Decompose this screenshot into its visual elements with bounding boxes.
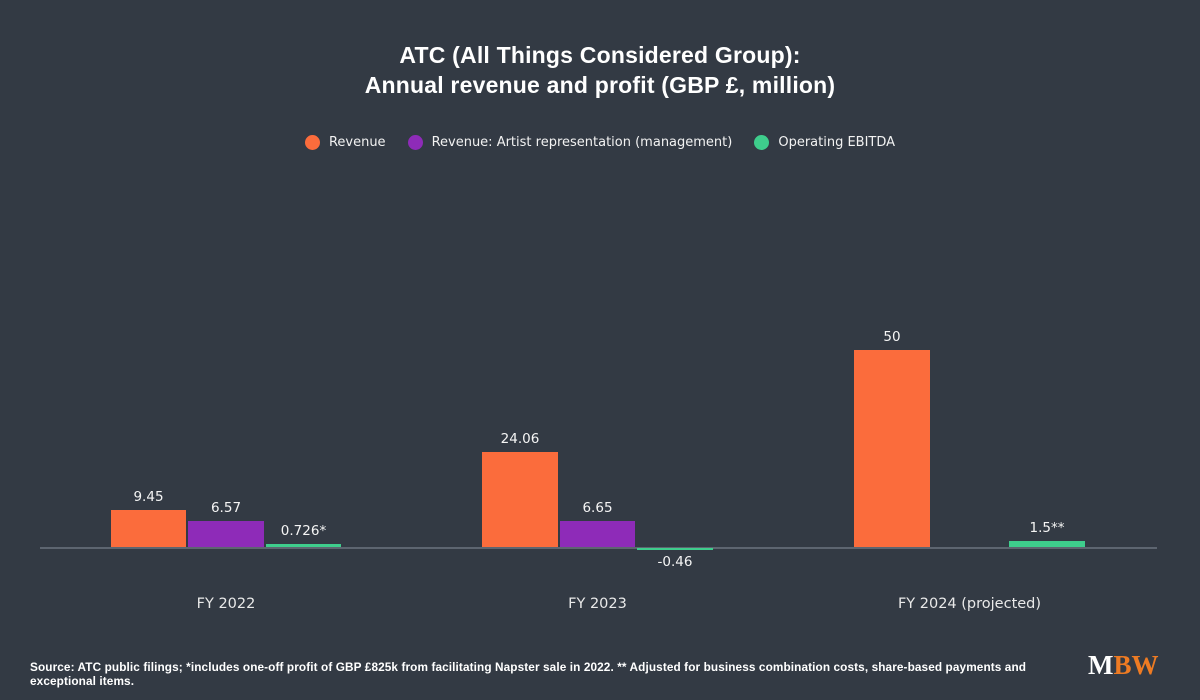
chart-title: ATC (All Things Considered Group): Annua… — [0, 40, 1200, 100]
bar-fy-2023-series-2 — [637, 548, 713, 550]
operating-ebitda-dot-icon — [754, 135, 770, 150]
bar-value-label: 6.65 — [582, 499, 613, 516]
legend-item-artist-representation: Revenue: Artist representation (manageme… — [407, 135, 733, 150]
bar-fy-2022-series-0 — [110, 509, 187, 547]
bar-value-label: 1.5** — [1029, 520, 1065, 537]
bar-fy-2024-projected--series-0 — [854, 350, 930, 547]
legend-item-operating-ebitda: Operating EBITDA — [754, 135, 895, 150]
bar-value-label: 9.45 — [133, 488, 164, 505]
bar-value-label: 50 — [883, 329, 901, 345]
mbw-logo-m: M — [1088, 650, 1114, 680]
x-axis-line — [40, 547, 1157, 549]
bar-fy-2023-series-1 — [559, 520, 636, 547]
legend-label-revenue: Revenue — [328, 135, 386, 150]
mbw-logo-bw: BW — [1113, 650, 1159, 680]
mbw-logo: MBW — [1088, 651, 1159, 679]
x-axis-category-label: FY 2022 — [196, 596, 256, 612]
legend: Revenue Revenue: Artist representation (… — [0, 135, 1200, 150]
artist-representation-dot-icon — [407, 135, 423, 150]
bar-fy-2024-projected--series-2 — [1009, 541, 1085, 547]
bar-value-label: 24.06 — [500, 431, 540, 448]
chart-title-line1: ATC (All Things Considered Group): — [399, 42, 801, 68]
chart-title-line2: Annual revenue and profit (GBP £, millio… — [364, 72, 836, 98]
legend-label-artist-representation: Revenue: Artist representation (manageme… — [431, 135, 733, 150]
x-axis-category-label: FY 2023 — [568, 596, 627, 612]
bar-fy-2023-series-0 — [482, 452, 558, 547]
bar-fy-2022-series-1 — [188, 521, 264, 547]
bar-value-label: -0.46 — [657, 554, 693, 570]
bar-fy-2022-series-2 — [265, 544, 342, 547]
x-axis-category-label: FY 2024 (projected) — [897, 596, 1042, 612]
source-note: Source: ATC public filings; *includes on… — [30, 660, 1027, 688]
legend-item-revenue: Revenue — [304, 135, 386, 150]
bar-value-label: 6.57 — [210, 500, 242, 517]
bar-value-label: 0.726* — [280, 523, 327, 540]
legend-label-operating-ebitda: Operating EBITDA — [778, 135, 896, 150]
revenue-dot-icon — [304, 135, 320, 150]
